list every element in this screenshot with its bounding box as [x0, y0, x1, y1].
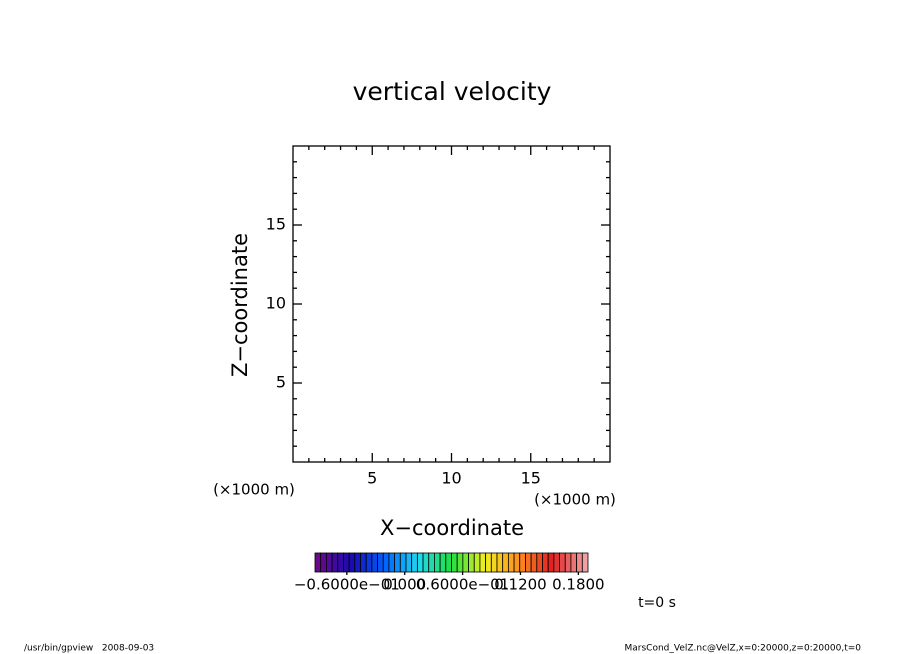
- colorbar-box: [405, 552, 413, 573]
- y-tick-label: 5: [276, 373, 286, 392]
- colorbar-box: [416, 552, 424, 573]
- colorbar-box: [428, 552, 435, 573]
- colorbar-box: [519, 552, 526, 573]
- colorbar-box: [439, 552, 447, 573]
- colorbar-box: [394, 552, 401, 573]
- colorbar-box: [434, 552, 441, 573]
- y-unit: (×1000 m): [213, 481, 295, 499]
- colorbar-label: 0.1200: [494, 576, 547, 594]
- colorbar-box: [536, 552, 543, 573]
- colorbar-box: [530, 552, 538, 573]
- colorbar-box: [354, 552, 361, 573]
- y-axis-label: Z−coordinate: [228, 233, 252, 377]
- colorbar-box: [485, 552, 492, 573]
- colorbar-box: [399, 552, 407, 573]
- colorbar-label: 0.000: [383, 576, 426, 594]
- colorbar-label: −0.6000e−01: [294, 576, 400, 594]
- colorbar-box: [388, 552, 396, 573]
- colorbar-box: [468, 552, 475, 573]
- colorbar-label: 0.6000e−01: [416, 576, 509, 594]
- y-tick-label: 10: [266, 294, 286, 313]
- colorbar-box: [479, 552, 487, 573]
- colorbar-box: [377, 552, 384, 573]
- chart-title: vertical velocity: [353, 77, 552, 106]
- colorbar-box: [411, 552, 418, 573]
- colorbar-box: [473, 552, 481, 573]
- colorbar-label: 0.1800: [552, 576, 605, 594]
- colorbar-box: [422, 552, 430, 573]
- footer-right: MarsCond_VelZ.nc@VelZ,x=0:20000,z=0:2000…: [624, 644, 861, 654]
- x-unit: (×1000 m): [534, 491, 616, 509]
- colorbar-box: [320, 552, 327, 573]
- colorbar-box: [337, 552, 344, 573]
- x-tick-label: 10: [441, 469, 461, 488]
- colorbar-box: [581, 552, 589, 573]
- colorbar-box: [576, 552, 583, 573]
- time-label: t=0 s: [638, 595, 676, 611]
- colorbar-box: [348, 552, 356, 573]
- colorbar-box: [525, 552, 532, 573]
- colorbar-box: [451, 552, 458, 573]
- x-axis-label: X−coordinate: [380, 516, 524, 540]
- y-tick-label: 15: [266, 215, 286, 234]
- colorbar-box: [343, 552, 350, 573]
- colorbar-box: [371, 552, 378, 573]
- colorbar-box: [542, 552, 549, 573]
- colorbar-box: [445, 552, 452, 573]
- colorbar-box: [462, 552, 469, 573]
- colorbar-box: [325, 552, 333, 573]
- plot-frame: [292, 145, 611, 463]
- x-tick-label: 15: [521, 469, 541, 488]
- colorbar-box: [382, 552, 390, 573]
- colorbar-box: [564, 552, 572, 573]
- colorbar-box: [456, 552, 464, 573]
- colorbar-box: [513, 552, 521, 573]
- colorbar-box: [559, 552, 566, 573]
- x-tick-label: 5: [367, 469, 377, 488]
- footer-left: /usr/bin/gpview 2008-09-03: [24, 644, 154, 654]
- colorbar-box: [547, 552, 555, 573]
- colorbar-box: [507, 552, 515, 573]
- colorbar-box: [331, 552, 339, 573]
- colorbar-box: [553, 552, 560, 573]
- colorbar-box: [502, 552, 509, 573]
- colorbar-box: [570, 552, 578, 573]
- colorbar-box: [490, 552, 498, 573]
- colorbar-box: [365, 552, 373, 573]
- colorbar-box: [496, 552, 504, 573]
- colorbar-box: [314, 552, 322, 573]
- colorbar-box: [360, 552, 367, 573]
